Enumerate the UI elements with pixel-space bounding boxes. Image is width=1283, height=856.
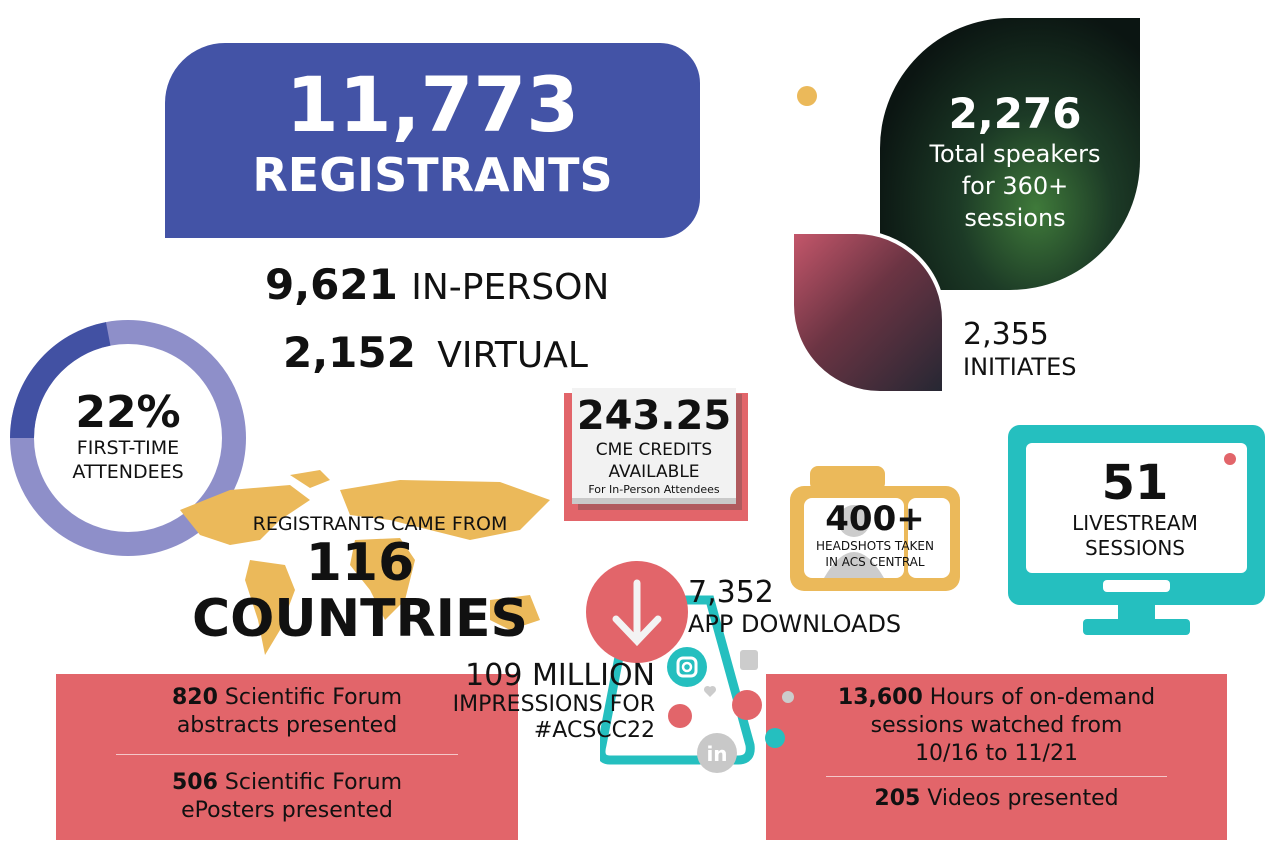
abstracts-stat: 820 Scientific Forum <box>56 684 518 712</box>
book-icon: 243.25 CME CREDITS AVAILABLE For In-Pers… <box>564 388 748 521</box>
cme-count: 243.25 <box>576 393 732 439</box>
download-icon <box>586 561 688 663</box>
heart-icon <box>703 685 717 697</box>
donut-arc <box>10 320 246 556</box>
livestream-label: LIVESTREAM <box>1072 511 1198 535</box>
eposters-label-2: ePosters presented <box>181 798 393 823</box>
instagram-icon <box>667 647 707 687</box>
countries-count: 116 COUNTRIES <box>192 533 528 649</box>
eposters-count: 506 <box>171 770 218 795</box>
in-person-count: 9,621 <box>265 260 398 309</box>
app-downloads-text: 7,352 APP DOWNLOADS <box>688 577 901 639</box>
app-downloads-count: 7,352 <box>688 575 774 610</box>
impressions-label: IMPRESSIONS FOR <box>452 692 655 717</box>
speaker-photo <box>880 18 1140 290</box>
divider <box>116 754 458 755</box>
world-map-icon <box>180 470 550 655</box>
hours-count: 13,600 <box>837 685 923 710</box>
first-time-label: FIRST-TIME <box>76 437 180 459</box>
book-pages <box>572 388 736 504</box>
facebook-icon <box>765 728 785 748</box>
countries-stat: REGISTRANTS CAME FROM 116 COUNTRIES <box>150 513 570 647</box>
abstracts-label-2: abstracts presented <box>176 713 398 738</box>
livestream-text: 51 LIVESTREAM SESSIONS <box>1030 455 1240 561</box>
svg-text:in: in <box>706 742 727 766</box>
initiates-label: INITIATES <box>963 353 1077 381</box>
livestream-label-2: SESSIONS <box>1084 536 1186 560</box>
first-time-label-2: ATTENDEES <box>72 461 184 483</box>
cme-label: CME CREDITS <box>595 440 713 460</box>
hours-dates: 10/16 to 11/21 <box>915 741 1078 766</box>
headshots-count: 400+ <box>825 499 925 539</box>
speakers-label-2: for 360+ <box>961 172 1069 200</box>
camera-icon <box>790 466 960 591</box>
app-downloads-label: APP DOWNLOADS <box>688 610 902 638</box>
initiate-photo <box>790 230 946 395</box>
videos-count: 205 <box>874 786 921 811</box>
headshots-label: HEADSHOTS TAKEN <box>816 539 934 553</box>
phone-icon <box>600 595 755 765</box>
speakers-count: 2,276 <box>948 89 1082 138</box>
hashtag: #ACSCC22 <box>533 718 655 743</box>
virtual-count: 2,152 <box>283 328 416 377</box>
speakers-label-3: sessions <box>964 204 1066 232</box>
thumbs-up-icon <box>740 650 758 670</box>
on-demand-box: 13,600 Hours of on-demand sessions watch… <box>766 674 1227 840</box>
headshots-text: 400+ HEADSHOTS TAKEN IN ACS CENTRAL <box>790 500 960 570</box>
hours-label: Hours of on-demand <box>922 685 1156 710</box>
impressions-text: 109 MILLION IMPRESSIONS FOR #ACSCC22 <box>440 660 655 744</box>
initiates-text: 2,355 INITIATES <box>963 318 1076 382</box>
abstracts-label: Scientific Forum <box>217 685 402 710</box>
phone-social-graphic: in <box>600 595 794 773</box>
virtual-label: VIRTUAL <box>437 335 588 376</box>
hours-stat: 13,600 Hours of on-demand <box>766 684 1227 712</box>
monitor-icon <box>1008 425 1265 635</box>
first-time-percent: 22% <box>75 387 181 438</box>
initiates-count: 2,355 <box>963 317 1049 352</box>
videos-label: Videos presented <box>920 786 1119 811</box>
livestream-count: 51 <box>1101 455 1169 511</box>
registrants-banner: 11,773 REGISTRANTS <box>165 43 700 238</box>
user-icon <box>782 691 794 703</box>
countries-intro: REGISTRANTS CAME FROM <box>252 513 508 535</box>
decorative-dot <box>797 86 817 106</box>
videos-stat: 205 Videos presented <box>766 785 1227 813</box>
scientific-forum-box: 820 Scientific Forum abstracts presented… <box>56 674 518 840</box>
abstracts-count: 820 <box>171 685 218 710</box>
impressions-count: 109 MILLION <box>465 658 655 693</box>
eposters-label: Scientific Forum <box>217 770 402 795</box>
speakers-label: Total speakers <box>929 140 1101 168</box>
in-person-label: IN-PERSON <box>411 267 610 308</box>
first-time-text: 22% FIRST-TIME ATTENDEES <box>28 390 228 484</box>
registrants-count: 11,773 <box>285 60 580 149</box>
whatsapp-icon <box>732 690 762 720</box>
cme-note: For In-Person Attendees <box>588 483 720 496</box>
speakers-text: 2,276 Total speakers for 360+ sessions <box>900 90 1130 234</box>
cme-text: 243.25 CME CREDITS AVAILABLE For In-Pers… <box>564 393 744 497</box>
hours-label-2: sessions watched from <box>870 713 1123 738</box>
linkedin-icon <box>697 733 737 773</box>
virtual-stat: 2,152 VIRTUAL <box>283 330 588 379</box>
registrants-label: REGISTRANTS <box>252 148 613 202</box>
twitter-icon <box>668 704 692 728</box>
in-person-stat: 9,621 IN-PERSON <box>265 262 609 311</box>
cme-label-2: AVAILABLE <box>608 462 700 482</box>
divider <box>826 776 1167 777</box>
eposters-stat: 506 Scientific Forum <box>56 769 518 797</box>
headshots-label-2: IN ACS CENTRAL <box>825 555 925 569</box>
first-time-donut <box>10 320 246 556</box>
